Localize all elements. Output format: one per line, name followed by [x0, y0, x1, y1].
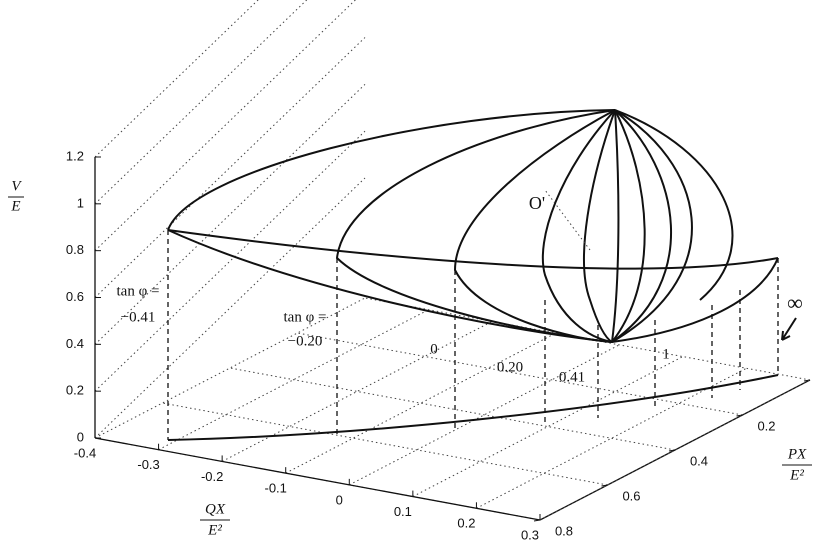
y-tick-label: 0.8: [555, 523, 573, 538]
curve: [611, 109, 620, 343]
curve: [611, 109, 646, 343]
grid-line: [94, 177, 366, 439]
annotation: 0.20: [497, 359, 523, 375]
grid-line: [297, 332, 743, 416]
annotation: −0.41: [121, 309, 156, 325]
guide: [544, 189, 591, 251]
grid-line: [94, 37, 366, 298]
grid-line: [412, 356, 684, 498]
axis-label: PX: [787, 446, 807, 462]
grid-line: [94, 0, 259, 158]
x-axis: [94, 437, 541, 521]
annotations: tan φ = −0.41 tan φ = −0.20 0 0.20 0.41 …: [117, 193, 803, 385]
grid-line: [539, 379, 811, 521]
annotation: tan φ =: [284, 309, 327, 325]
y-tick-label: 0.2: [757, 418, 775, 433]
curve: [541, 109, 616, 343]
curve: [167, 374, 779, 441]
annotation: 0.41: [559, 369, 585, 385]
arrow: [781, 317, 797, 341]
grid-line: [162, 402, 608, 486]
annotation: 0: [430, 341, 438, 357]
x-tick-label: 0.2: [457, 516, 475, 531]
annotation: tan φ =: [117, 283, 160, 299]
grid-line: [94, 0, 308, 205]
annotation: ∞: [787, 290, 803, 315]
annotation: −0.20: [288, 333, 323, 349]
z-tick-label: 1: [77, 195, 84, 210]
x-tick-label: 0.3: [521, 527, 539, 542]
axis-label: E: [10, 198, 20, 214]
drop-line: [167, 230, 779, 440]
curve: [335, 109, 616, 343]
axis-labels: V E QX E² PX E²: [8, 178, 812, 538]
z-tick-label: 1.2: [66, 148, 84, 163]
axis-label: E²: [789, 467, 804, 483]
z-tick-label: 0.6: [66, 289, 84, 304]
curve: [167, 229, 779, 270]
grid-line: [94, 0, 357, 252]
annotation: O': [529, 193, 545, 213]
x-tick-label: 0: [336, 492, 343, 507]
grid-line: [229, 367, 676, 451]
grid-line: [349, 344, 620, 486]
grid-line: [94, 297, 366, 439]
grid-line: [285, 332, 556, 474]
y-tick-label: 0.6: [622, 488, 640, 503]
x-tick-label: 0.1: [394, 504, 412, 519]
x-tick-label: -0.2: [201, 469, 223, 484]
annotation: 1: [662, 346, 670, 362]
y-tick-label: 0.4: [690, 453, 708, 468]
axis-label: E²: [207, 522, 222, 538]
z-tick-label: 0.8: [66, 242, 84, 257]
grid-line: [94, 130, 366, 392]
x-tick-label: -0.3: [137, 457, 159, 472]
grid-line: [158, 309, 429, 451]
z-tick-label: 0.4: [66, 336, 84, 351]
curve: [453, 109, 616, 343]
x-tick-label: -0.1: [265, 481, 287, 496]
grid-line: [94, 83, 366, 345]
curve: [611, 109, 672, 343]
curve: [167, 109, 616, 231]
grid-line: [221, 320, 493, 462]
surface-curves: [167, 109, 779, 441]
curve: [611, 109, 693, 343]
grid-line: [476, 367, 747, 509]
curve: [583, 109, 616, 343]
z-tick-label: 0.2: [66, 383, 84, 398]
x-tick-label: -0.4: [74, 445, 96, 460]
curve: [167, 229, 779, 344]
axis-label: QX: [205, 501, 226, 517]
axis-label: V: [11, 178, 22, 194]
curve: [614, 109, 734, 301]
z-tick-label: 0: [77, 429, 84, 444]
